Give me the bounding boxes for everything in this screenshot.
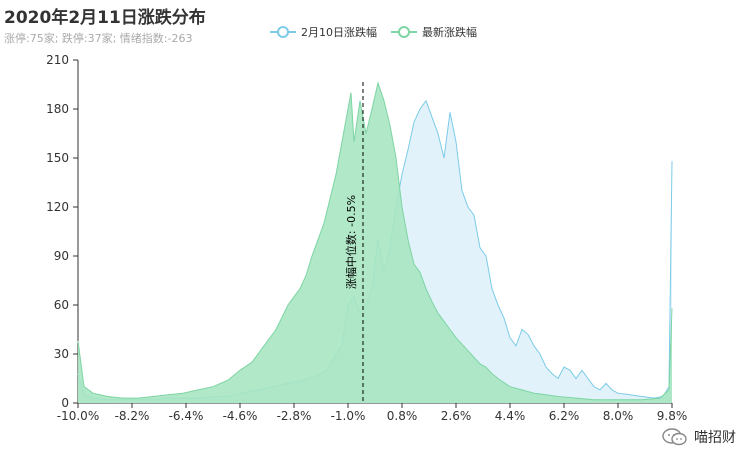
- watermark: 喵招财: [662, 427, 736, 447]
- x-tick-label: -4.6%: [223, 409, 258, 423]
- y-tick-label: 60: [54, 298, 69, 312]
- median-label: 涨幅中位数: -0.5%: [344, 195, 358, 289]
- y-tick-label: 0: [61, 396, 69, 410]
- legend-marker-icon: [270, 26, 296, 38]
- x-tick-label: 4.4%: [495, 409, 526, 423]
- x-tick-label: -1.0%: [331, 409, 366, 423]
- legend-label: 最新涨跌幅: [422, 26, 477, 39]
- legend-item-latest[interactable]: 最新涨跌幅: [391, 24, 477, 40]
- legend-label: 2月10日涨跌幅: [301, 26, 377, 39]
- x-tick-label: 6.2%: [549, 409, 580, 423]
- y-tick-label: 150: [46, 151, 69, 165]
- x-tick-label: 0.8%: [387, 409, 418, 423]
- x-tick-label: 9.8%: [657, 409, 688, 423]
- series-area-1: [78, 82, 672, 404]
- x-tick-label: -8.2%: [115, 409, 150, 423]
- chart-subtitle: 涨停:75家; 跌停:37家; 情绪指数:-263: [4, 32, 193, 45]
- x-tick-label: -2.8%: [277, 409, 312, 423]
- wechat-icon: [662, 428, 687, 446]
- chart-title: 2020年2月11日涨跌分布: [4, 8, 206, 28]
- legend-item-prev[interactable]: 2月10日涨跌幅: [270, 24, 377, 40]
- x-tick-label: -6.4%: [169, 409, 204, 423]
- y-tick-label: 30: [54, 347, 69, 361]
- legend-marker-icon: [391, 26, 417, 38]
- series-line-1: [77, 81, 673, 401]
- watermark-text: 喵招财: [694, 430, 736, 446]
- x-tick-label: 2.6%: [441, 409, 472, 423]
- x-tick-label: -10.0%: [57, 409, 99, 423]
- y-tick-label: 210: [46, 53, 69, 67]
- x-tick-label: 8.0%: [603, 409, 634, 423]
- y-tick-label: 120: [46, 200, 69, 214]
- legend: 2月10日涨跌幅 最新涨跌幅: [270, 24, 477, 40]
- y-tick-label: 90: [54, 249, 69, 263]
- y-tick-label: 180: [46, 102, 69, 116]
